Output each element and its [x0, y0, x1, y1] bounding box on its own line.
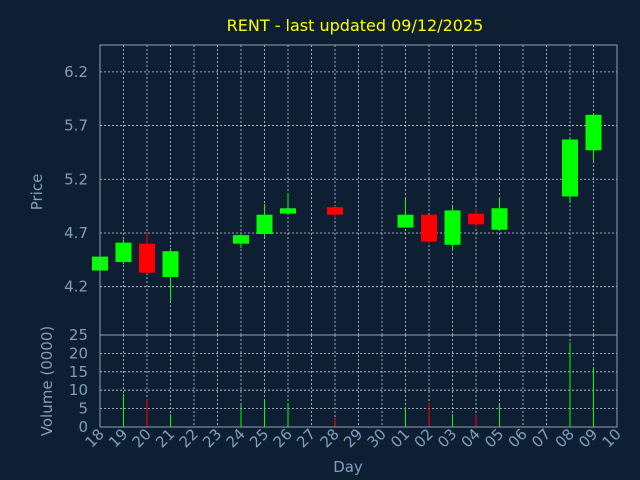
x-tick-label: 10 — [599, 425, 625, 451]
x-tick-label: 22 — [176, 425, 202, 451]
x-tick-label: 04 — [458, 425, 484, 451]
x-tick-label: 08 — [552, 425, 578, 451]
x-tick-label: 26 — [270, 425, 296, 451]
candle-body — [444, 210, 461, 245]
candle-body — [468, 213, 484, 225]
candle-body — [562, 139, 578, 197]
x-tick-label: 20 — [129, 425, 155, 451]
x-tick-label: 01 — [387, 425, 413, 451]
volume-tick-label: 0 — [78, 418, 88, 436]
candle-body — [115, 242, 132, 262]
x-tick-label: 03 — [434, 425, 460, 451]
price-axis-label: Price — [28, 174, 46, 211]
candle-body — [280, 208, 296, 214]
candle-body — [421, 214, 437, 242]
x-tick-label: 02 — [411, 425, 437, 451]
x-tick-label: 24 — [223, 425, 249, 451]
x-tick-label: 28 — [317, 425, 343, 451]
x-tick-label: 27 — [293, 425, 319, 451]
x-tick-label: 29 — [340, 425, 366, 451]
price-tick-label: 4.7 — [64, 224, 88, 242]
x-tick-label: 06 — [505, 425, 531, 451]
candle-body — [233, 235, 249, 244]
x-axis-label: Day — [333, 458, 363, 476]
candle-body — [162, 251, 179, 277]
volume-axis-label: Volume (0000) — [38, 326, 56, 436]
volume-tick-label: 5 — [78, 400, 88, 418]
x-tick-label: 19 — [105, 425, 131, 451]
volume-tick-label: 15 — [69, 363, 88, 381]
price-tick-label: 6.2 — [64, 63, 88, 81]
x-tick-label: 09 — [575, 425, 601, 451]
volume-tick-label: 10 — [69, 381, 88, 399]
candle-body — [327, 207, 343, 215]
x-tick-labels: 1819202122232425262728293001020304050607… — [82, 425, 625, 451]
x-tick-label: 21 — [152, 425, 178, 451]
price-panel: 4.2 4.7 5.2 5.7 6.2 — [64, 44, 618, 336]
volume-plot-frame — [99, 334, 618, 428]
price-tick-label: 5.7 — [64, 117, 88, 135]
price-tick-label: 4.2 — [64, 278, 88, 296]
x-tick-label: 25 — [246, 425, 272, 451]
x-tick-label: 05 — [481, 425, 507, 451]
x-tick-label: 30 — [364, 425, 390, 451]
x-tick-label: 23 — [199, 425, 225, 451]
candle-body — [397, 214, 414, 228]
x-tick-label: 07 — [528, 425, 554, 451]
price-tick-label: 5.2 — [64, 170, 88, 188]
volume-tick-label: 25 — [69, 326, 88, 344]
candle-body — [585, 114, 602, 151]
candle-body — [491, 208, 508, 230]
volume-tick-label: 20 — [69, 344, 88, 362]
candle-body — [139, 243, 155, 273]
candle-body — [256, 214, 273, 235]
chart-title: RENT - last updated 09/12/2025 — [227, 16, 484, 35]
